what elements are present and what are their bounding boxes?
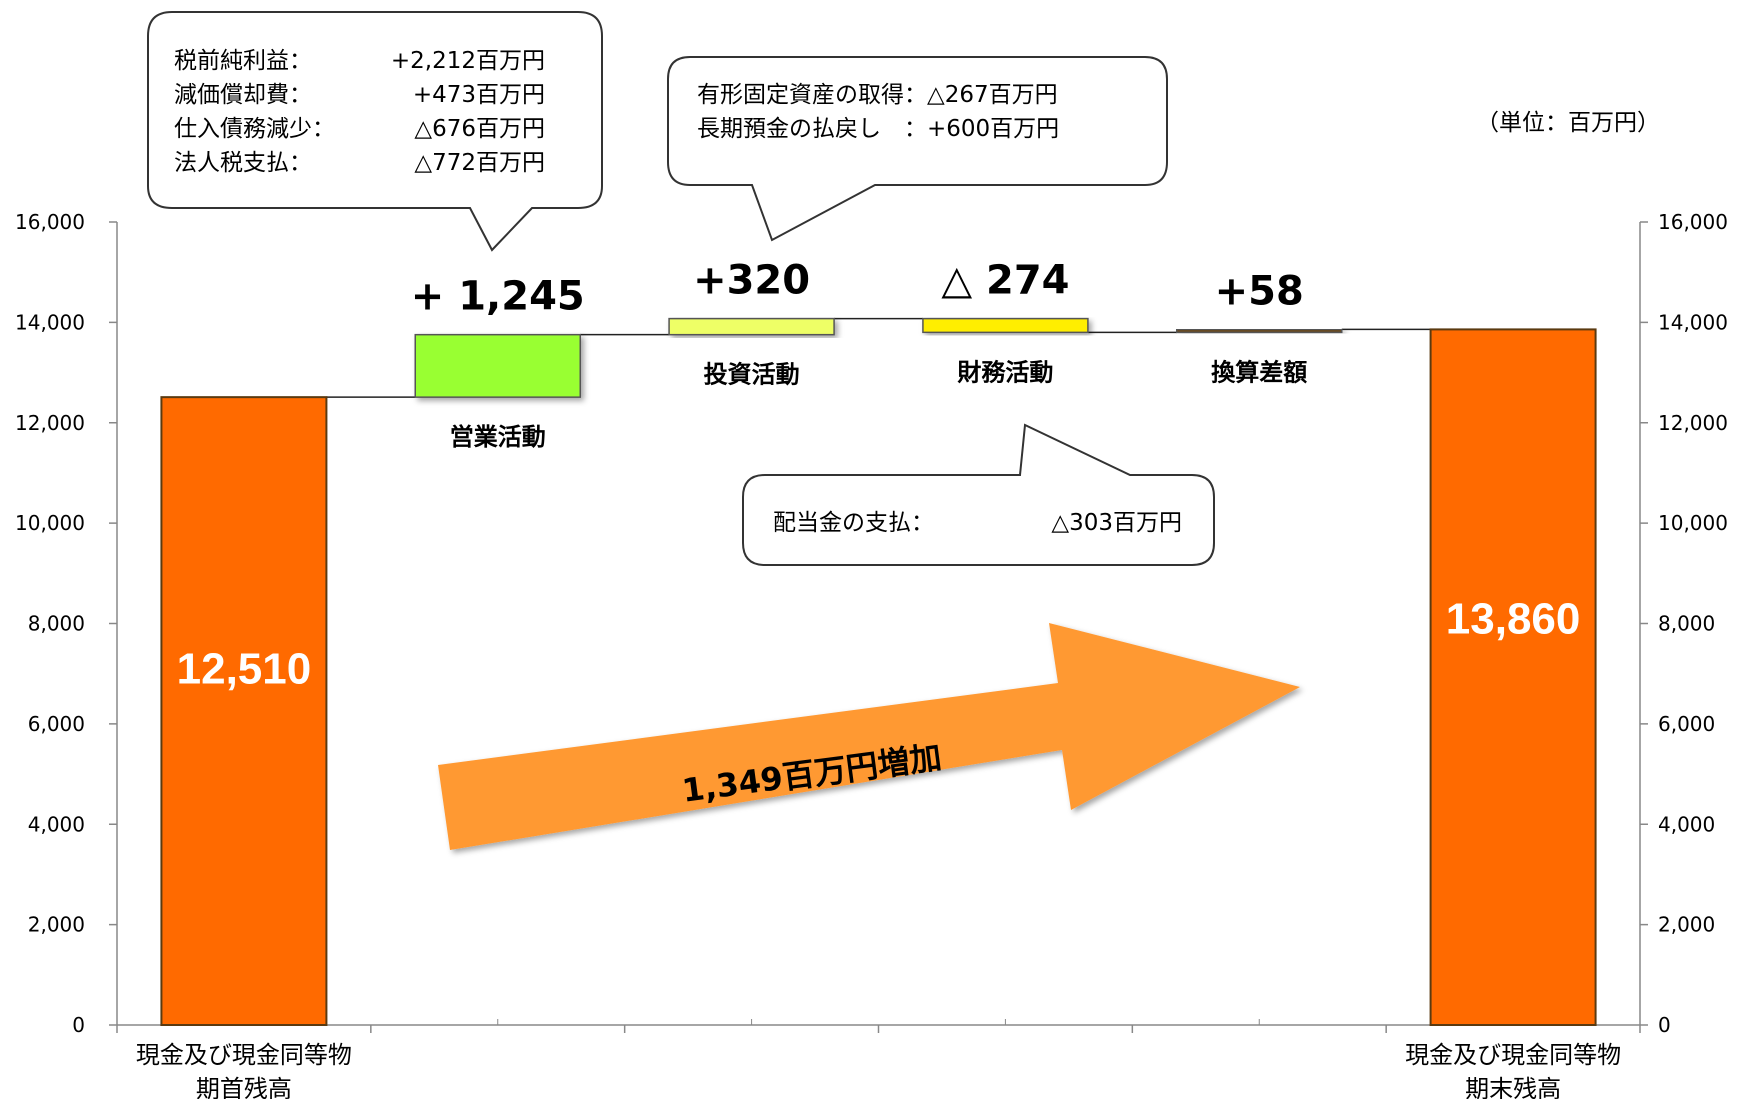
x-category-label-end: 現金及び現金同等物 [1405, 1041, 1621, 1069]
delta-label-operating: + 1,245 [411, 274, 585, 320]
y-tick-label-left: 10,000 [15, 511, 85, 535]
y-tick-label-left: 8,000 [28, 612, 85, 636]
y-tick-label-right: 6,000 [1658, 712, 1715, 736]
callout-investing-line: 有形固定資産の取得：△267百万円 [697, 82, 1058, 108]
increase-arrow-shape [438, 623, 1300, 850]
axes: 0 0 2,000 2,000 4,000 4,000 6,000 6,000 8,000 8,0… [15, 210, 1728, 1099]
bar-end [1429, 328, 1597, 1026]
y-tick-label-right: 12,000 [1658, 411, 1728, 435]
bar-value-label-start: 12,510 [177, 645, 312, 694]
category-label-financing: 財務活動 [957, 358, 1053, 386]
callout-operating-value: +473百万円 [413, 82, 545, 108]
delta-label-fx: +58 [1215, 268, 1304, 314]
callout-operating-value: △772百万円 [414, 150, 545, 176]
y-tick-label-left: 4,000 [28, 812, 85, 836]
callout-financing-value: △303百万円 [1051, 510, 1182, 536]
bars: 12,510 + 1,245 営業活動 +320 投資活動 △ 274 財務活動 +58 換算差… [160, 258, 1597, 1027]
bar-value-label-end: 13,860 [1446, 595, 1581, 644]
y-tick-label-right: 14,000 [1658, 310, 1728, 334]
bar-operating [414, 333, 581, 398]
y-tick-label-left: 6,000 [28, 712, 85, 736]
category-label-investing: 投資活動 [704, 361, 800, 389]
bar-investing [668, 317, 835, 336]
callout-operating-item: 減価償却費： [174, 82, 312, 108]
increase-arrow [438, 623, 1300, 850]
callout-financing-text: 配当金の支払： △303百万円 [773, 510, 1182, 536]
unit-label: （単位：百万円） [1476, 110, 1660, 136]
y-tick-label-left: 14,000 [15, 310, 85, 334]
x-category-label-start: 期首残高 [196, 1075, 292, 1099]
callout-financing-bubble [742, 423, 1215, 566]
callout-operating-bubble [147, 11, 603, 252]
category-label-fx: 換算差額 [1211, 358, 1307, 386]
callout-operating-item: 税前純利益： [174, 48, 312, 74]
y-tick-label-left: 16,000 [15, 210, 85, 234]
callout-operating-item: 法人税支払： [174, 150, 312, 176]
y-tick-label-right: 0 [1658, 1013, 1671, 1037]
callout-financing: 配当金の支払： △303百万円 [742, 423, 1215, 566]
y-tick-label-left: 2,000 [28, 913, 85, 937]
category-label-operating: 営業活動 [450, 423, 546, 451]
delta-label-investing: +320 [693, 258, 810, 304]
y-tick-label-right: 4,000 [1658, 812, 1715, 836]
bar-fx [1176, 328, 1343, 334]
callout-investing-line: 長期預金の払戻し ：+600百万円 [697, 116, 1059, 142]
bar-financing [922, 317, 1089, 334]
y-tick-label-left: 12,000 [15, 411, 85, 435]
y-tick-label-right: 8,000 [1658, 612, 1715, 636]
y-tick-label-right: 2,000 [1658, 913, 1715, 937]
delta-label-financing: △ 274 [941, 258, 1069, 304]
callout-financing-item: 配当金の支払： [773, 510, 934, 536]
callout-operating-value: +2,212百万円 [391, 48, 545, 74]
y-tick-label-left: 0 [72, 1013, 85, 1037]
x-category-label-start: 現金及び現金同等物 [136, 1041, 352, 1069]
callout-operating-value: △676百万円 [414, 116, 545, 142]
bar-start [160, 396, 328, 1027]
connector-lines [326, 317, 1431, 398]
x-category-label-end: 期末残高 [1465, 1075, 1561, 1099]
y-tick-label-right: 16,000 [1658, 210, 1728, 234]
y-tick-label-right: 10,000 [1658, 511, 1728, 535]
callout-operating-item: 仕入債務減少： [174, 116, 335, 142]
callout-investing-bubble [667, 56, 1168, 242]
